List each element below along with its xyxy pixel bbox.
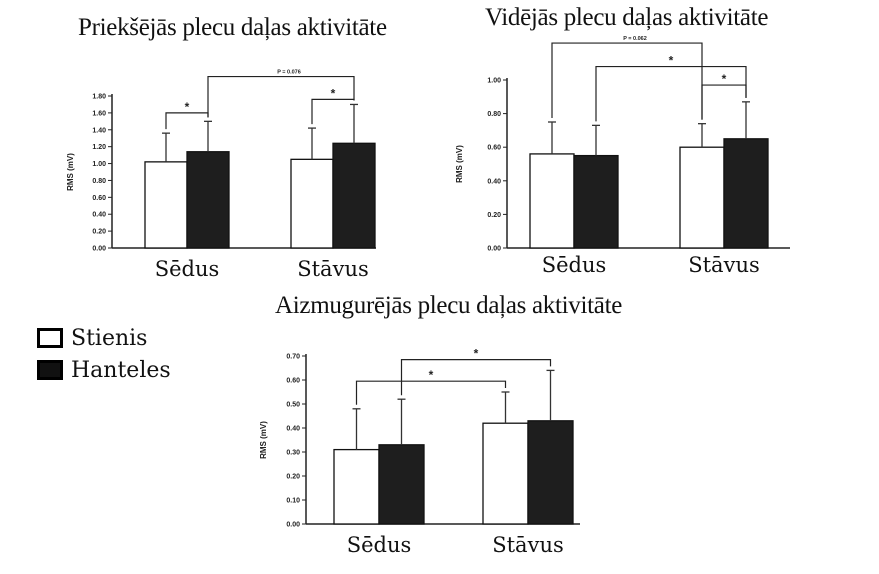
significance-bracket <box>207 75 355 118</box>
category-label: Stāvus <box>492 533 564 557</box>
y-tick-label: 1.60 <box>92 110 106 117</box>
bar-stienis-stavus <box>679 146 725 249</box>
bar-hanteles-stavus <box>723 138 769 249</box>
y-tick-label: 0.60 <box>487 145 501 152</box>
y-tick-label: 0.40 <box>92 212 106 219</box>
y-tick-label: 1.80 <box>92 94 106 101</box>
chart-title-lateral: Vidējās plecu daļas aktivitāte <box>485 4 769 31</box>
bar-stienis-stavus <box>482 422 529 525</box>
y-tick-label: 1.00 <box>92 161 106 168</box>
y-tick-label: 0.00 <box>487 246 501 253</box>
legend-swatch-hanteles <box>37 360 63 380</box>
significance-label: * <box>185 100 190 114</box>
bar-stienis-sedus <box>333 448 380 525</box>
category-label: Stāvus <box>297 257 369 281</box>
significance-label: * <box>429 368 434 382</box>
bar-stienis-sedus <box>144 161 188 249</box>
y-tick-label: 0.00 <box>92 246 106 253</box>
category-label: Sēdus <box>542 253 607 277</box>
y-tick-label: 1.00 <box>487 78 501 85</box>
y-tick-label: 0.80 <box>487 111 501 118</box>
significance-label: * <box>331 86 336 100</box>
y-tick-label: 0.80 <box>92 178 106 185</box>
legend-swatch-stienis <box>37 328 63 348</box>
y-tick-label: 0.30 <box>286 450 300 457</box>
significance-label: * <box>474 347 479 361</box>
significance-label: P = 0.076 <box>277 70 301 76</box>
legend: Stienis Hanteles <box>37 322 171 386</box>
y-axis-label: RMS (mV) <box>455 145 464 183</box>
y-tick-label: 0.20 <box>92 229 106 236</box>
y-tick-label: 0.00 <box>286 522 300 529</box>
category-label: Sēdus <box>155 257 220 281</box>
y-tick-label: 1.20 <box>92 144 106 151</box>
y-tick-label: 0.10 <box>286 498 300 505</box>
legend-label-hanteles: Hanteles <box>71 357 171 383</box>
y-tick-label: 0.20 <box>487 212 501 219</box>
category-label: Stāvus <box>688 253 760 277</box>
significance-label: P = 0.062 <box>623 36 647 42</box>
legend-item-stienis: Stienis <box>37 322 171 354</box>
bar-hanteles-stavus <box>527 420 574 525</box>
bar-hanteles-sedus <box>573 154 619 249</box>
y-axis-label: RMS (mV) <box>66 153 75 191</box>
chart-title-anterior: Priekšējās plecu daļas aktivitāte <box>78 14 387 41</box>
y-tick-label: 0.20 <box>286 474 300 481</box>
y-tick-label: 0.40 <box>487 178 501 185</box>
legend-item-hanteles: Hanteles <box>37 354 171 386</box>
significance-label: * <box>669 54 674 68</box>
significance-label: * <box>722 72 727 86</box>
chart-title-posterior: Aizmugurējās plecu daļas aktivitāte <box>275 292 623 319</box>
significance-bracket <box>355 380 507 405</box>
y-tick-label: 0.40 <box>286 426 300 433</box>
significance-bracket <box>551 42 703 120</box>
y-tick-label: 0.60 <box>286 378 300 385</box>
category-label: Sēdus <box>347 533 412 557</box>
significance-bracket <box>595 65 747 122</box>
legend-label-stienis: Stienis <box>71 325 148 351</box>
y-tick-label: 0.70 <box>286 354 300 361</box>
y-tick-label: 0.50 <box>286 402 300 409</box>
bar-hanteles-sedus <box>378 444 425 525</box>
y-tick-label: 1.40 <box>92 127 106 134</box>
significance-bracket <box>701 84 747 120</box>
y-axis-label: RMS (mV) <box>259 421 268 459</box>
significance-bracket <box>400 359 552 396</box>
y-tick-label: 0.60 <box>92 195 106 202</box>
